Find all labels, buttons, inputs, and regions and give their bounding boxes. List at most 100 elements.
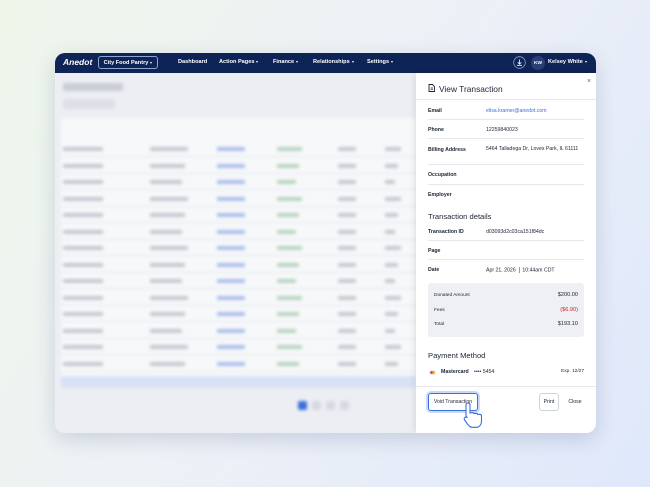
cell-placeholder (150, 345, 188, 349)
top-nav: Anedot City Food Pantry Dashboard Action… (55, 53, 596, 73)
cell-placeholder (385, 213, 398, 217)
nav-item[interactable]: Relationships (313, 59, 354, 65)
nav-item[interactable]: Dashboard (178, 59, 207, 65)
cell-placeholder (217, 229, 245, 234)
nav-item[interactable]: Settings (367, 59, 394, 65)
tab-placeholder (63, 99, 115, 109)
cell-placeholder (217, 312, 245, 316)
close-icon[interactable]: × (587, 78, 592, 85)
cell-placeholder (63, 180, 103, 184)
divider (428, 240, 584, 241)
row-divider (61, 205, 416, 207)
print-button[interactable]: Print (539, 393, 559, 411)
cell-placeholder (277, 196, 302, 201)
row-divider (61, 156, 416, 157)
section-heading: Payment Method (428, 351, 486, 360)
row-divider (61, 337, 416, 339)
document-icon (428, 84, 435, 92)
cell-placeholder (385, 262, 398, 267)
field-value: 12259840023 (486, 127, 518, 133)
cell-placeholder (277, 147, 302, 151)
field-label: Phone (428, 127, 444, 133)
cell-placeholder (338, 361, 356, 366)
cell-placeholder (217, 246, 245, 250)
cell-placeholder (63, 163, 103, 168)
nav-label: Action Pages (219, 59, 255, 65)
cell-placeholder (217, 213, 245, 217)
cell-placeholder (150, 163, 185, 168)
cell-placeholder (338, 312, 356, 316)
cell-placeholder (277, 295, 302, 300)
email-link[interactable]: elisa.kramer@anedot.com (486, 108, 547, 114)
divider (416, 386, 596, 387)
field-label: Transaction ID (428, 229, 464, 235)
app-window: Anedot City Food Pantry Dashboard Action… (55, 53, 596, 433)
cell-placeholder (385, 196, 401, 201)
cell-placeholder (385, 312, 398, 316)
cell-placeholder (277, 213, 299, 217)
cell-placeholder (150, 262, 185, 267)
cell-placeholder (277, 163, 299, 168)
nav-label: Relationships (313, 59, 350, 65)
cell-placeholder (385, 328, 395, 333)
heading-placeholder (63, 83, 123, 91)
date: Apr 21, 2026 (486, 267, 516, 274)
summary-label: Fees (434, 308, 445, 313)
card-icon (429, 370, 436, 375)
organization-name: City Food Pantry (103, 59, 149, 66)
row-divider (61, 288, 416, 289)
cell-placeholder (277, 361, 299, 366)
cell-placeholder (338, 147, 356, 151)
row-divider (61, 255, 416, 256)
card-expiry: Exp. 12/27 (561, 369, 584, 374)
cell-placeholder (385, 180, 395, 184)
summary-value: ($6.90) (560, 307, 578, 313)
cell-placeholder (150, 279, 182, 283)
logo[interactable]: Anedot (63, 57, 93, 67)
cell-placeholder (277, 180, 296, 184)
cell-placeholder (277, 246, 302, 250)
cell-placeholder (385, 361, 398, 366)
summary-row (61, 376, 416, 388)
nav-item[interactable]: Action Pages (219, 59, 259, 65)
pointer-cursor (463, 402, 483, 428)
cell-placeholder (385, 246, 401, 250)
cell-placeholder (338, 279, 356, 283)
cell-placeholder (150, 229, 182, 234)
user-menu[interactable]: Kelsey White (548, 59, 587, 65)
field-label: Date (428, 267, 440, 273)
row-divider (61, 172, 416, 174)
void-transaction-button[interactable]: Void Transaction (428, 393, 478, 411)
cell-placeholder (63, 312, 103, 316)
cell-placeholder (63, 246, 103, 250)
cell-placeholder (277, 262, 299, 267)
close-button[interactable]: Close (568, 399, 582, 405)
cell-placeholder (63, 361, 103, 366)
organization-switcher[interactable]: City Food Pantry (98, 56, 158, 69)
cell-placeholder (277, 229, 296, 234)
cell-placeholder (63, 196, 103, 201)
cell-placeholder (150, 312, 185, 316)
cell-placeholder (150, 246, 188, 250)
field-label: Billing Address (428, 147, 466, 153)
cell-placeholder (277, 312, 299, 316)
cell-placeholder (63, 295, 103, 300)
divider (416, 99, 596, 100)
cell-placeholder (338, 229, 356, 234)
cell-placeholder (217, 328, 245, 333)
download-button[interactable] (513, 56, 526, 69)
avatar[interactable]: KW (531, 56, 545, 70)
pagination-dot (312, 401, 321, 410)
row-divider (61, 321, 416, 322)
row-divider (61, 354, 416, 355)
cell-placeholder (63, 229, 103, 234)
cell-placeholder (63, 213, 103, 217)
cell-placeholder (217, 361, 245, 366)
cell-placeholder (338, 196, 356, 201)
nav-item[interactable]: Finance (273, 59, 299, 65)
cell-placeholder (63, 279, 103, 283)
row-divider (61, 222, 416, 223)
cell-placeholder (277, 279, 296, 283)
cell-placeholder (338, 262, 356, 267)
